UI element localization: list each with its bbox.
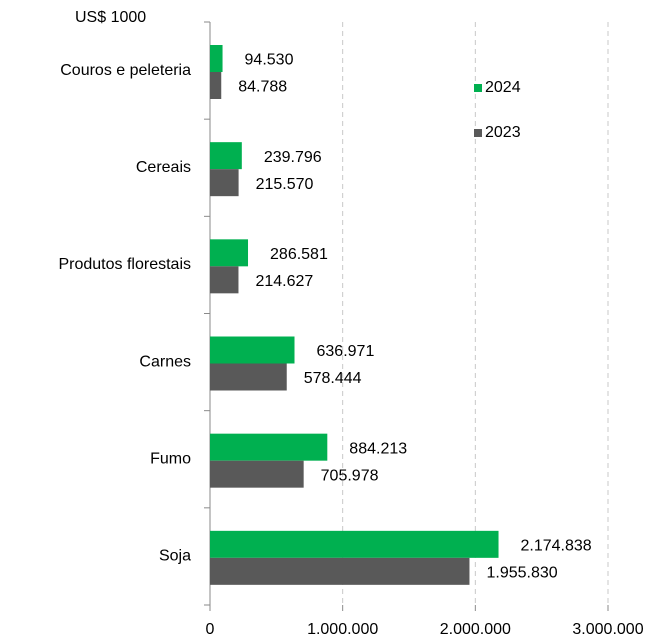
y-tick-label: Cereais: [136, 159, 191, 176]
data-label: 239.796: [264, 149, 322, 166]
data-label: 215.570: [256, 176, 314, 193]
bar: [210, 530, 499, 558]
x-tick-label: 3.000.000: [572, 621, 643, 638]
data-label: 84.788: [238, 79, 287, 96]
x-tick-label: 0: [206, 621, 215, 638]
x-tick-label: 1.000.000: [307, 621, 378, 638]
y-tick-label: Fumo: [150, 450, 191, 467]
bar: [210, 169, 239, 197]
y-tick-label: Produtos florestais: [58, 256, 191, 273]
legend-swatch: [474, 84, 482, 92]
bar: [210, 142, 242, 170]
data-label: 884.213: [349, 440, 407, 457]
unit-label: US$ 1000: [75, 9, 146, 26]
y-tick-label: Carnes: [139, 353, 191, 370]
bar: [210, 557, 470, 585]
x-tick-label: 2.000.000: [440, 621, 511, 638]
y-tick-label: Couros e peleteria: [60, 62, 191, 79]
bar: [210, 433, 328, 461]
y-tick-label: Soja: [159, 548, 191, 565]
data-label: 286.581: [270, 246, 328, 263]
bar: [210, 266, 239, 294]
data-label: 1.955.830: [486, 565, 557, 582]
data-label: 578.444: [304, 370, 362, 387]
bar: [210, 460, 304, 488]
legend-label: 2024: [485, 79, 521, 96]
legend-swatch: [474, 129, 482, 137]
data-label: 214.627: [255, 273, 313, 290]
data-label: 636.971: [317, 343, 375, 360]
bar: [210, 72, 222, 99]
data-label: 705.978: [321, 467, 379, 484]
bar: [210, 239, 249, 267]
legend-label: 2023: [485, 124, 521, 141]
bar: [210, 363, 287, 391]
bar: [210, 336, 295, 364]
bar: [210, 45, 223, 72]
data-label: 2.174.838: [521, 538, 592, 555]
data-label: 94.530: [245, 52, 294, 69]
